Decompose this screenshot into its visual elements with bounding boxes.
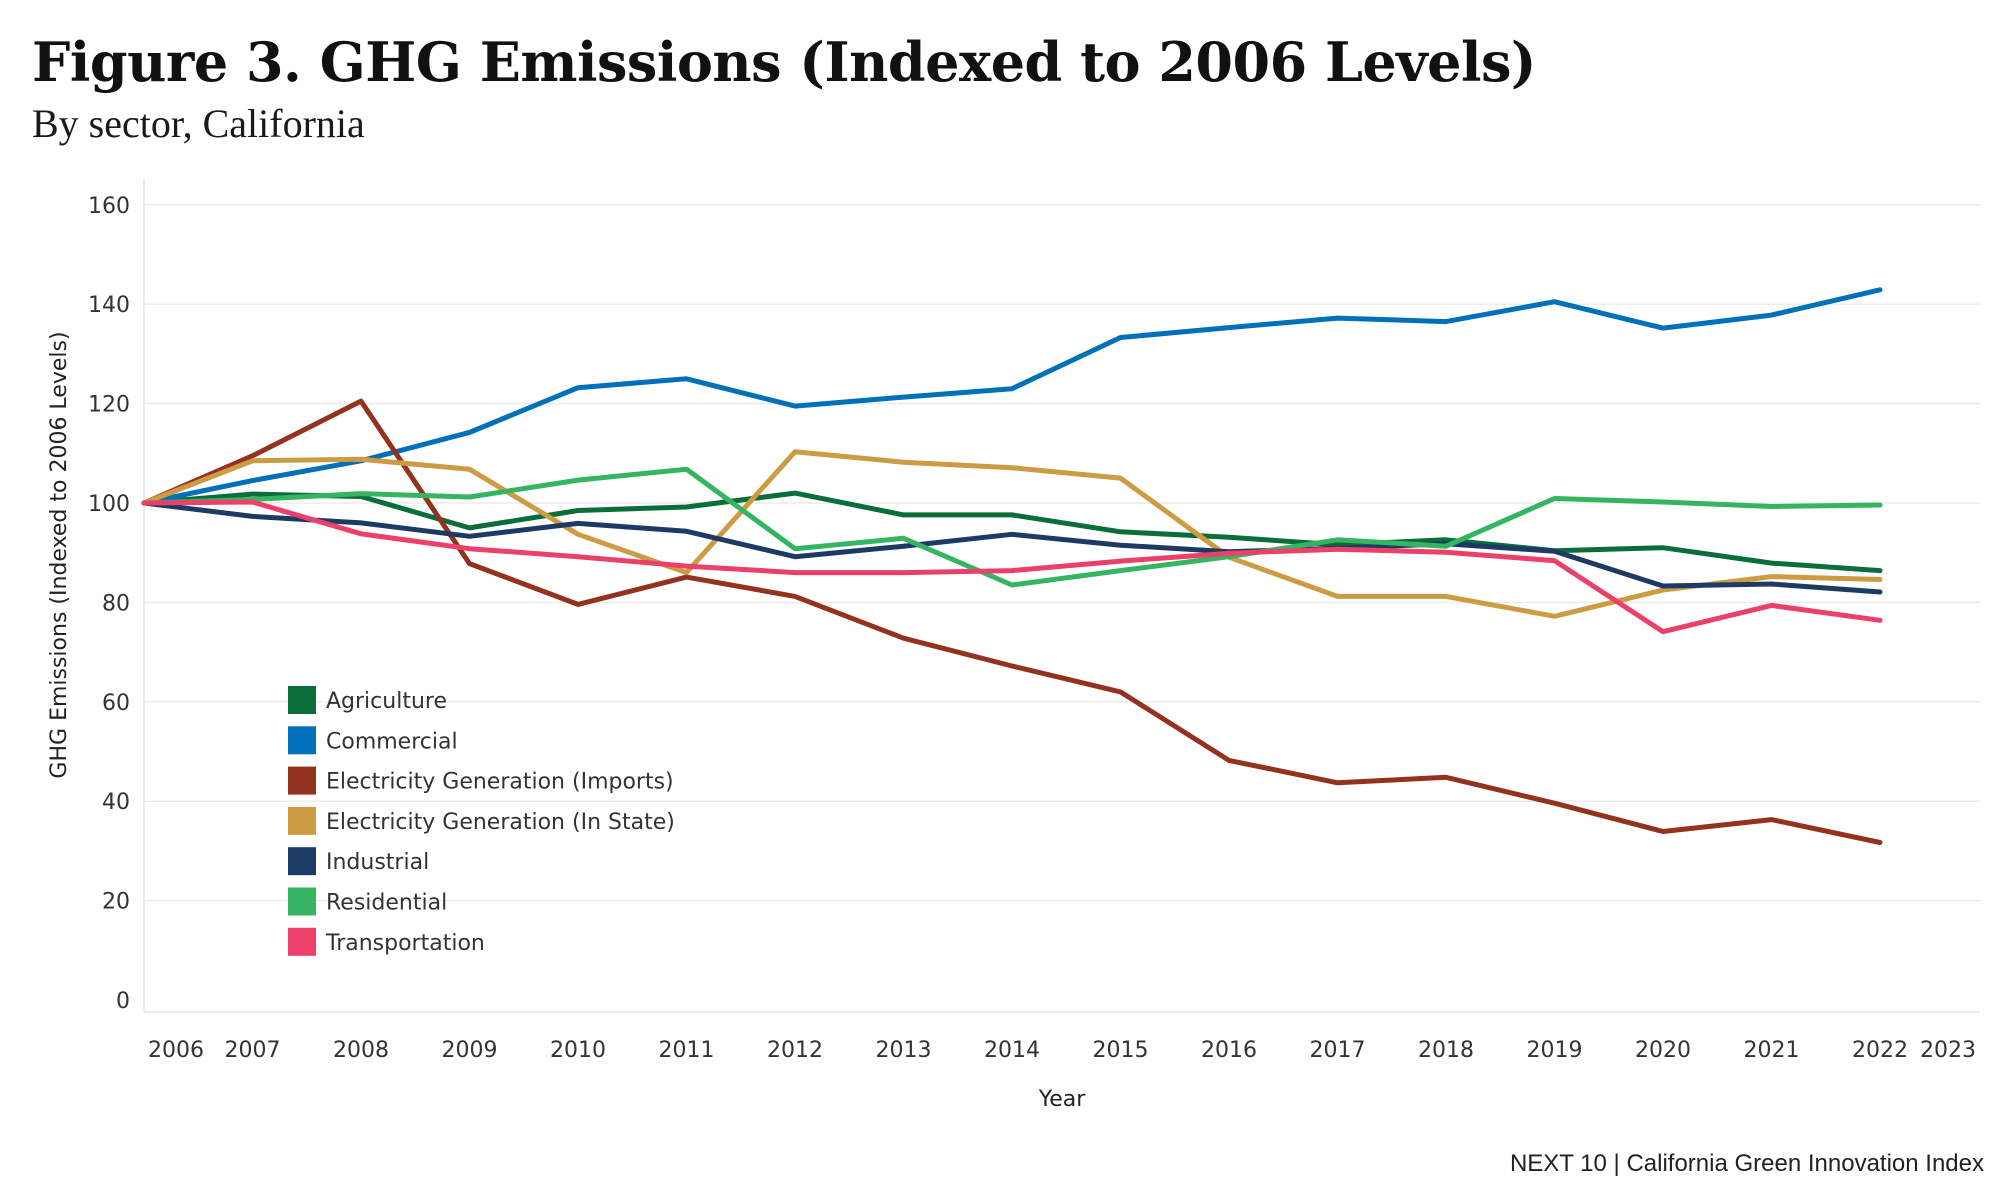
x-tick-label: 2015 [1093,1038,1149,1063]
x-tick-label: 2020 [1635,1038,1691,1063]
x-tick-label: 2013 [876,1038,932,1063]
y-tick-label: 60 [102,691,130,716]
legend-label-electricity-generation-imports: Electricity Generation (Imports) [326,770,674,795]
legend-swatch-electricity-generation-imports [288,766,316,795]
x-tick-label: 2008 [333,1038,389,1063]
x-tick-label: 2010 [550,1038,606,1063]
series-line-industrial [141,500,1883,595]
source-credit: NEXT 10 | California Green Innovation In… [1509,1150,1984,1177]
y-tick-label: 160 [88,194,130,219]
x-tick-label: 2018 [1418,1038,1474,1063]
y-axis: 0 20 40 60 80 100 120 140 160 [88,194,130,1014]
legend-swatch-commercial [288,726,316,755]
gridlines [143,178,1980,1013]
y-axis-label: GHG Emissions (Indexed to 2006 Levels) [47,331,72,778]
x-tick-label: 2016 [1201,1038,1257,1063]
legend-label-transportation: Transportation [325,931,485,956]
series-line-electricity-generation-imports [141,398,1883,845]
legend-label-commercial: Commercial [326,729,458,754]
x-tick-label: 2009 [442,1038,498,1063]
y-tick-label: 120 [88,393,130,418]
y-tick-label: 0 [116,989,130,1014]
x-tick-label: 2022 [1852,1038,1908,1063]
x-tick-label: 2011 [659,1038,715,1063]
series-line-agriculture [141,490,1883,574]
series-lines [141,287,1883,845]
legend-label-agriculture: Agriculture [326,689,447,714]
legend-swatch-electricity-generation-in-state [288,806,316,835]
legend-label-industrial: Industrial [326,850,429,875]
y-tick-label: 100 [88,492,130,517]
chart-subtitle: By sector, California [32,101,365,146]
legend-label-electricity-generation-in-state: Electricity Generation (In State) [326,810,675,835]
x-tick-label: 2017 [1310,1038,1366,1063]
x-axis-label: Year [1038,1087,1087,1112]
series-line-commercial [141,287,1883,506]
y-tick-label: 80 [102,591,130,616]
legend: Agriculture Commercial Electricity Generat… [288,686,675,956]
x-tick-label: 2014 [984,1038,1040,1063]
series-line-transportation [141,499,1883,635]
x-tick-label: 2021 [1744,1038,1800,1063]
legend-swatch-agriculture [288,686,316,714]
legend-swatch-residential [288,887,316,916]
x-axis: 2006 2007 2008 2009 2010 2011 2012 2013 2014 2015… [148,1038,1976,1063]
chart-title: Figure 3. GHG Emissions (Indexed to 2006… [32,30,1536,94]
y-tick-label: 40 [102,790,130,815]
series-line-residential [141,466,1883,588]
x-tick-label: 2012 [767,1038,823,1063]
y-tick-label: 20 [102,890,130,915]
legend-label-residential: Residential [326,891,447,916]
x-tick-label: 2007 [225,1038,281,1063]
x-tick-label: 2019 [1527,1038,1583,1063]
legend-swatch-transportation [288,927,316,956]
y-tick-label: 140 [88,293,130,318]
x-tick-label: 2006 [148,1038,204,1063]
legend-swatch-industrial [288,847,316,876]
series-line-electricity-generation-in-state [141,449,1883,619]
x-tick-label: 2023 [1920,1038,1976,1063]
